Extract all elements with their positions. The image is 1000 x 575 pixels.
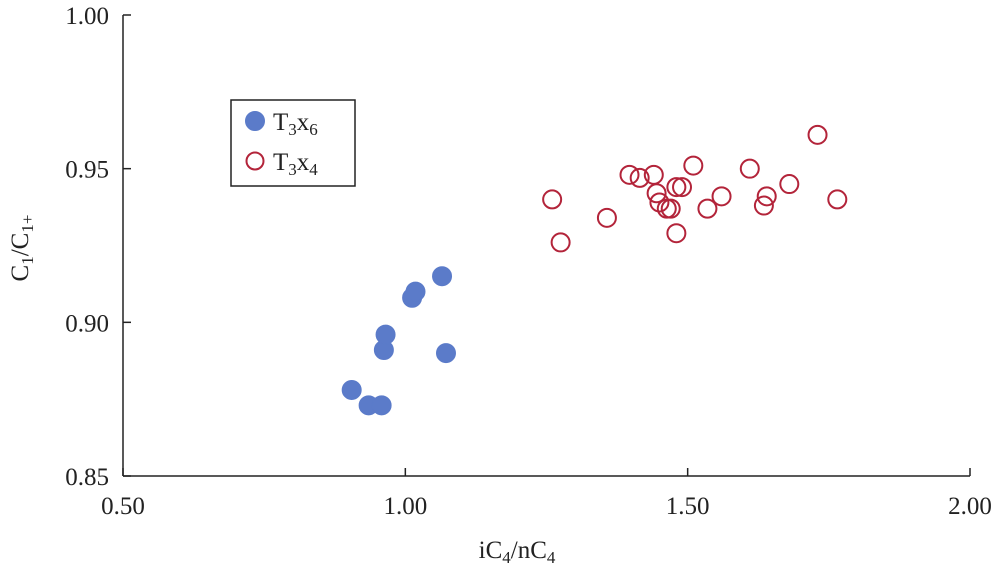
data-point (827, 189, 848, 210)
x-axis-ticks: 0.50 1.00 1.50 2.00 (101, 468, 992, 520)
data-point (683, 155, 704, 176)
y-tick-label: 0.85 (65, 464, 109, 491)
data-point (753, 195, 774, 216)
legend-marker-t3x6 (245, 111, 265, 131)
y-axis-ticks: 0.85 0.90 0.95 1.00 (65, 3, 131, 491)
data-point (807, 124, 828, 145)
y-tick-label: 0.90 (65, 310, 109, 337)
series-0 (341, 266, 456, 416)
data-point (779, 174, 800, 195)
data-point (649, 192, 670, 213)
data-point (542, 189, 563, 210)
data-point (341, 379, 362, 400)
axes (122, 15, 970, 477)
y-tick-label: 0.95 (65, 157, 109, 184)
data-point (646, 183, 667, 204)
series-1 (542, 124, 848, 253)
x-tick-label: 1.50 (666, 493, 710, 520)
data-point (666, 177, 687, 198)
data-point (371, 395, 392, 416)
data-point (619, 164, 640, 185)
legend-label-t3x4: T3x4 (273, 149, 318, 179)
x-tick-label: 2.00 (948, 493, 992, 520)
y-tick-label: 1.00 (65, 3, 109, 30)
data-point (672, 177, 693, 198)
data-point (660, 198, 681, 219)
x-tick-label: 0.50 (101, 493, 145, 520)
data-point (550, 232, 571, 253)
data-point (375, 324, 396, 345)
data-point (756, 186, 777, 207)
data-point (666, 223, 687, 244)
data-point (596, 207, 617, 228)
legend: T3x6 T3x4 (230, 99, 356, 187)
data-point (711, 186, 732, 207)
legend-label-t3x6: T3x6 (273, 109, 318, 139)
data-point (405, 281, 426, 302)
data-points (341, 124, 848, 416)
data-point (435, 343, 456, 364)
data-point (629, 167, 650, 188)
x-tick-label: 1.00 (383, 493, 427, 520)
x-axis-title: iC4/nC4 (479, 537, 556, 567)
legend-marker-t3x4 (245, 151, 265, 171)
data-point (739, 158, 760, 179)
y-axis-title: C1/C1+ (7, 215, 37, 282)
data-point (697, 198, 718, 219)
data-point (432, 266, 453, 287)
